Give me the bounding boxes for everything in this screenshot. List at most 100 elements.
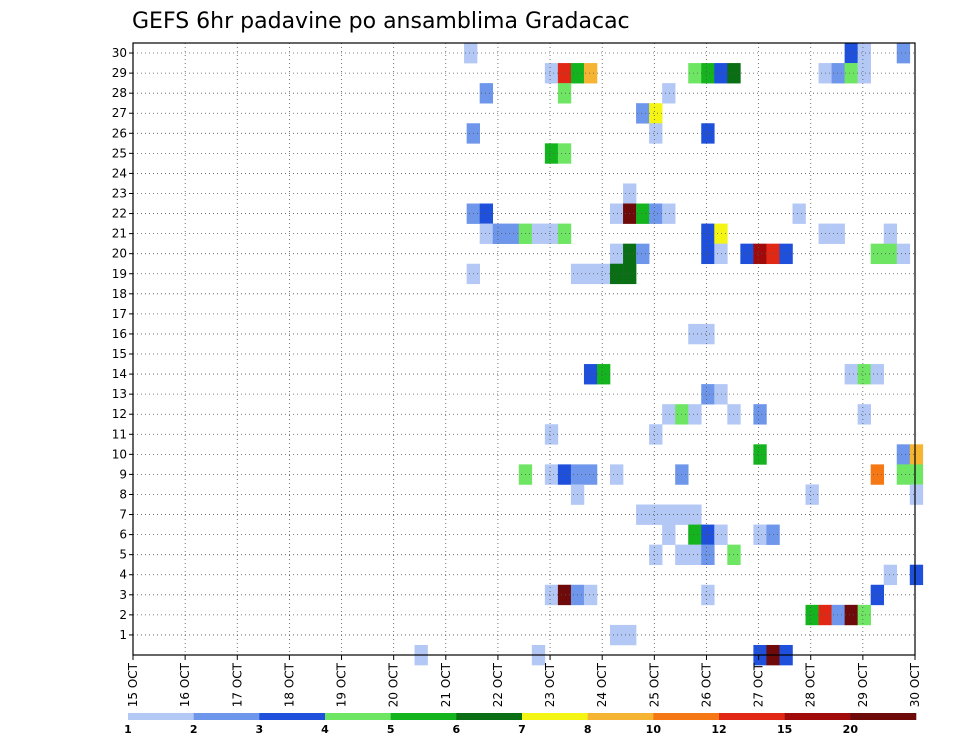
y-tick-label: 14 (112, 367, 127, 381)
x-tick-label: 18 OCT (282, 662, 296, 707)
colorbar-swatch (587, 713, 654, 720)
heatmap-cell (805, 604, 819, 626)
x-tick-label: 28 OCT (804, 662, 818, 707)
heatmap-cell (649, 203, 663, 224)
heatmap-cell (714, 243, 728, 265)
heatmap-cell (688, 63, 702, 84)
heatmap-cell (688, 323, 702, 345)
heatmap-cell (557, 223, 572, 244)
heatmap-cell (583, 584, 598, 606)
heatmap-cell (464, 43, 478, 64)
heatmap-cell (557, 143, 572, 164)
x-tick-label: 25 OCT (647, 662, 661, 707)
colorbar-label: 15 (777, 723, 792, 736)
heatmap-cell (792, 203, 806, 224)
y-tick-label: 19 (112, 267, 127, 281)
y-tick-label: 5 (119, 548, 127, 562)
heatmap-cell (701, 63, 715, 84)
heatmap-cell (896, 464, 911, 485)
heatmap-cell (531, 223, 546, 244)
heatmap-cell (662, 504, 676, 525)
heatmap-cell (479, 223, 494, 244)
heatmap-cell (909, 464, 924, 485)
colorbar-swatch (653, 713, 720, 720)
heatmap-cell (479, 83, 494, 104)
heatmap-cell (610, 263, 624, 285)
colorbar-swatch (784, 713, 851, 720)
heatmap-cell (701, 584, 715, 606)
heatmap-cell (883, 564, 898, 586)
colorbar-label: 8 (584, 723, 592, 736)
chart-title: GEFS 6hr padavine po ansamblima Gradacac (132, 9, 630, 34)
colorbar-label: 12 (711, 723, 726, 736)
heatmap-cell (714, 223, 728, 244)
heatmap-cell (583, 464, 598, 485)
heatmap-cell (857, 404, 871, 425)
heatmap-cell (662, 203, 676, 224)
heatmap-cell (544, 223, 559, 244)
heatmap-cell (662, 524, 676, 545)
colorbar-label: 6 (453, 723, 461, 736)
heatmap-cell (662, 404, 676, 425)
heatmap-cell (544, 143, 559, 164)
x-tick-label: 29 OCT (856, 662, 870, 707)
heatmap-cell (844, 43, 858, 64)
x-tick-label: 17 OCT (230, 662, 244, 707)
heatmap-cell (557, 584, 572, 606)
y-tick-label: 26 (112, 126, 127, 140)
y-tick-label: 29 (112, 66, 127, 80)
colorbar-swatch (850, 713, 917, 720)
heatmap-cell (753, 524, 767, 545)
heatmap-cell (701, 243, 715, 265)
y-tick-label: 16 (112, 327, 127, 341)
heatmap-cell (701, 123, 715, 144)
y-tick-label: 11 (112, 427, 127, 441)
heatmap-cell (596, 263, 611, 285)
heatmap-cell (610, 203, 624, 224)
y-tick-label: 25 (112, 146, 127, 160)
x-tick-label: 22 OCT (491, 662, 505, 707)
colorbar-label: 20 (843, 723, 859, 736)
colorbar-label: 7 (518, 723, 526, 736)
heatmap-cell (844, 63, 858, 84)
colorbar-swatch (325, 713, 391, 720)
colorbar-label: 10 (646, 723, 662, 736)
heatmap-cell (688, 504, 702, 525)
x-tick-label: 24 OCT (595, 662, 609, 707)
heatmap-cell (688, 524, 702, 545)
y-tick-label: 10 (112, 447, 127, 461)
heatmap-cell (805, 484, 819, 505)
heatmap-cell (636, 243, 650, 265)
y-tick-label: 23 (112, 186, 127, 200)
y-tick-label: 12 (112, 407, 127, 421)
colorbar-label: 5 (387, 723, 395, 736)
heatmap-cell (896, 243, 911, 265)
x-tick-label: 27 OCT (752, 662, 766, 707)
heatmap-cell (649, 504, 663, 525)
heatmap-cell (688, 404, 702, 425)
heatmap-cell (909, 484, 924, 505)
colorbar-label: 3 (256, 723, 264, 736)
heatmap-cell (857, 63, 871, 84)
heatmap-cell (896, 43, 911, 64)
heatmap-cell (544, 424, 559, 445)
heatmap-cell (883, 243, 898, 265)
heatmap-cell (701, 544, 715, 566)
heatmap-cell (701, 524, 715, 545)
y-tick-label: 22 (112, 207, 127, 221)
x-axis: 15 OCT 16 OCT 17 OCT 18 OCT 19 OCT 20 OCT 21 O… (126, 655, 922, 707)
heatmap-cell (701, 384, 715, 405)
heatmap-cell (753, 404, 767, 425)
y-tick-label: 3 (119, 588, 127, 602)
heatmap-cell (544, 63, 559, 84)
y-tick-label: 7 (119, 508, 127, 522)
heatmap-cell (909, 444, 924, 465)
heatmap-cell (583, 63, 598, 84)
colorbar-swatch (390, 713, 457, 720)
heatmap-cell (636, 103, 650, 124)
y-tick-label: 1 (119, 628, 127, 642)
heatmap-cell (649, 103, 663, 124)
heatmap-cell (857, 364, 871, 385)
heatmap-cell (831, 223, 845, 244)
